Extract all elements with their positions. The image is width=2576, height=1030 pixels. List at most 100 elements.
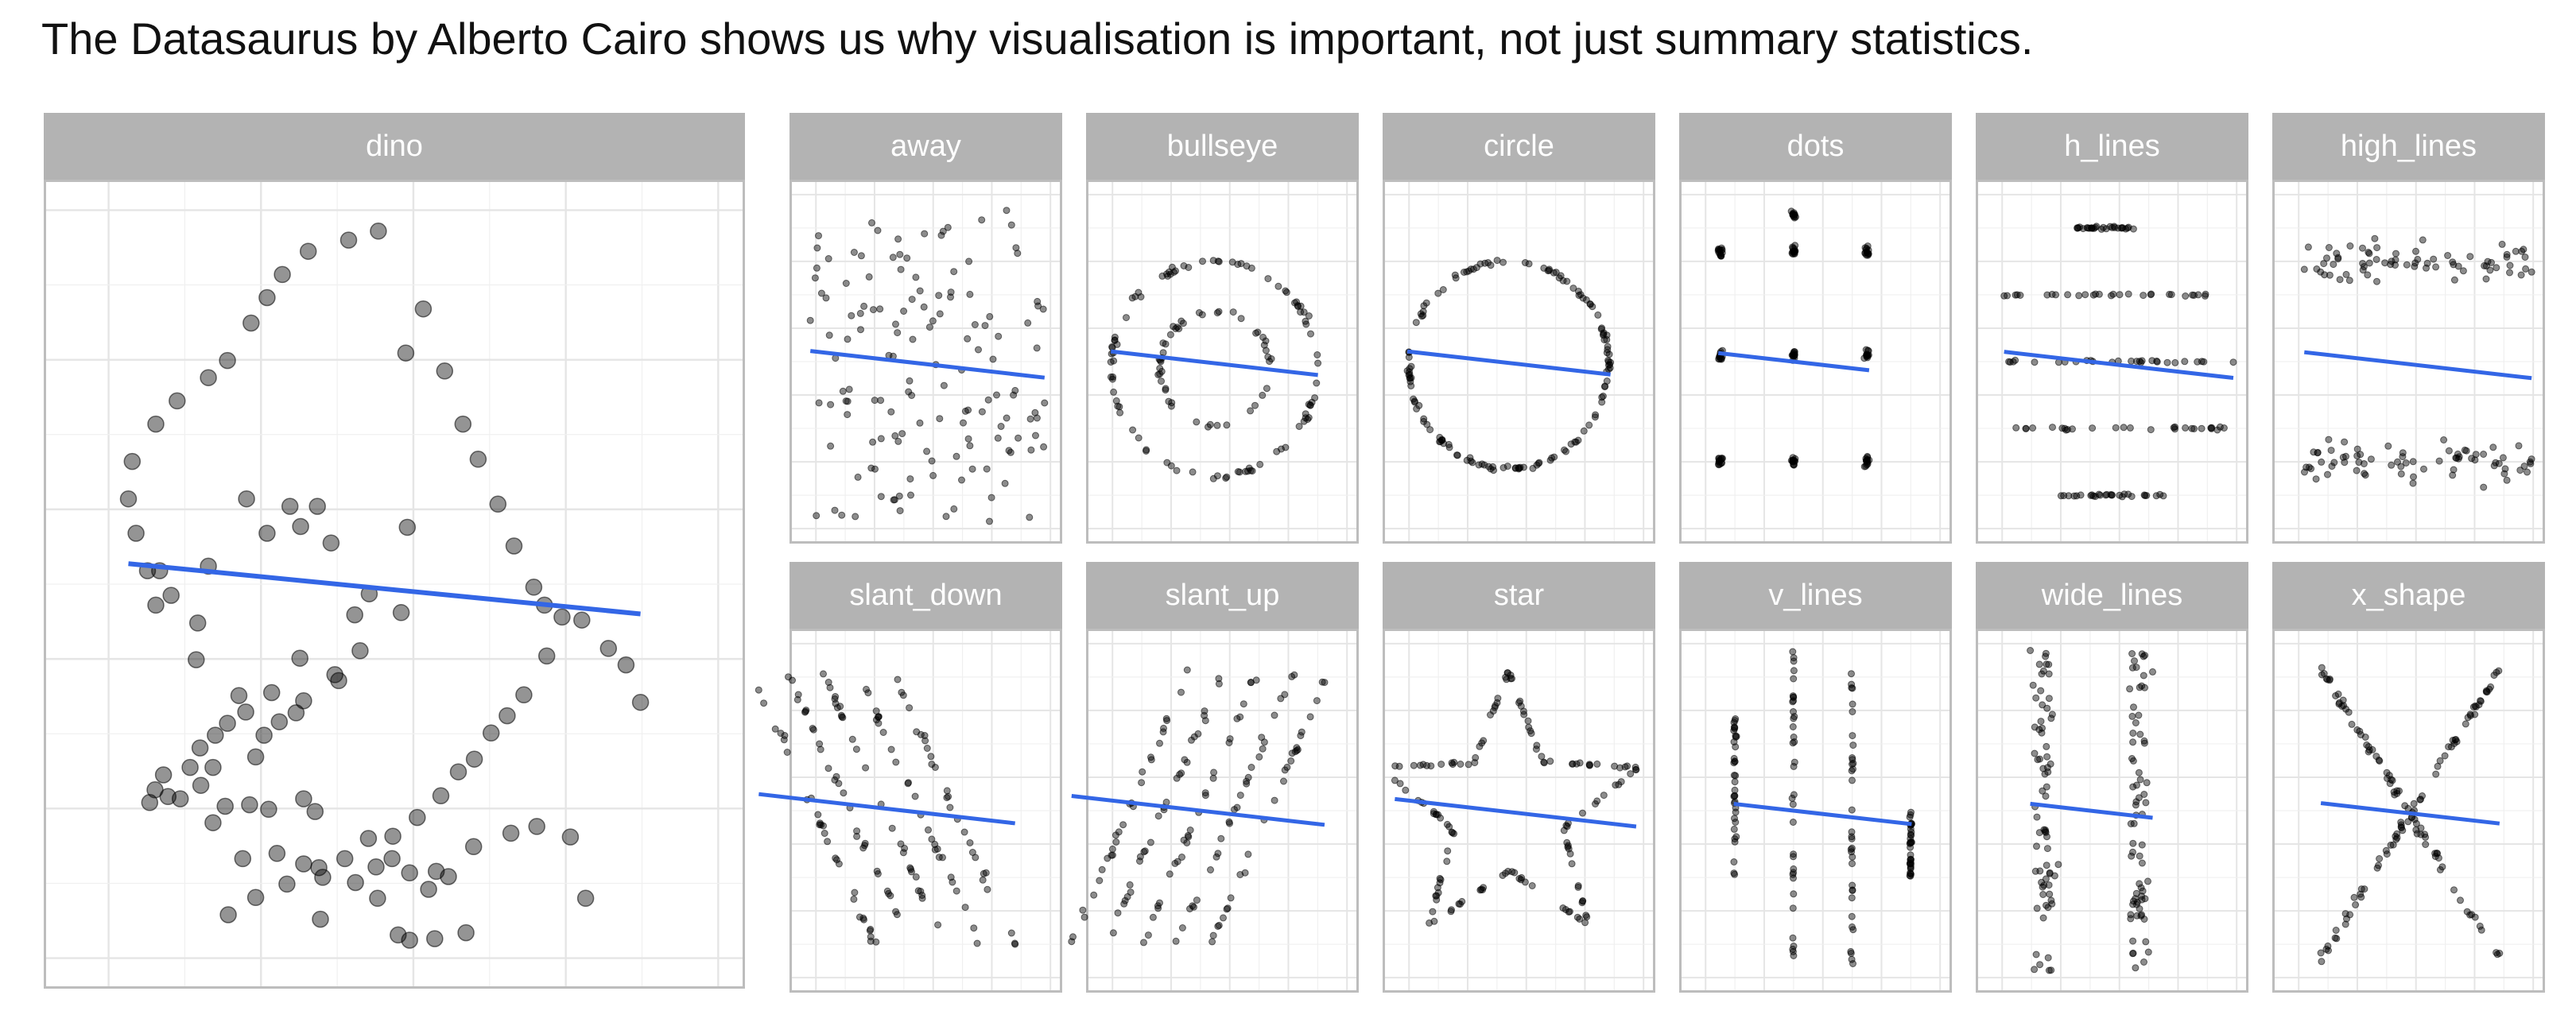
data-point bbox=[1849, 926, 1857, 934]
regression-line bbox=[2320, 801, 2500, 826]
data-point bbox=[1280, 777, 1287, 785]
data-point bbox=[2333, 250, 2341, 258]
data-point bbox=[2116, 491, 2124, 499]
data-point bbox=[2202, 290, 2209, 298]
data-point bbox=[1731, 786, 1739, 794]
data-point bbox=[1789, 800, 1797, 808]
data-point bbox=[848, 312, 855, 319]
data-point bbox=[1848, 912, 1856, 920]
data-point bbox=[2325, 436, 2333, 443]
facet-panel-circle: circle bbox=[1383, 113, 1655, 544]
data-point bbox=[943, 787, 951, 795]
data-point bbox=[2216, 423, 2224, 431]
data-point bbox=[1011, 940, 1019, 948]
data-point bbox=[824, 838, 832, 846]
data-point bbox=[1123, 314, 1130, 322]
data-point bbox=[1181, 756, 1189, 764]
regression-line bbox=[1733, 801, 1912, 827]
data-point bbox=[2397, 819, 2405, 827]
data-point bbox=[1427, 762, 1435, 770]
data-point bbox=[2143, 779, 2151, 787]
data-point bbox=[1297, 302, 1305, 310]
data-point bbox=[1574, 882, 1582, 889]
data-point bbox=[1598, 398, 1606, 406]
data-point bbox=[1436, 874, 1444, 882]
data-point bbox=[2512, 247, 2520, 255]
data-point bbox=[2036, 755, 2043, 763]
data-point bbox=[868, 219, 875, 227]
regression-line bbox=[1071, 794, 1325, 827]
data-point bbox=[2459, 267, 2467, 275]
data-point bbox=[1443, 858, 1451, 865]
data-point bbox=[1552, 269, 1560, 277]
data-point bbox=[909, 335, 917, 343]
data-point bbox=[1305, 401, 1313, 409]
data-point bbox=[997, 423, 1005, 430]
data-point bbox=[219, 351, 236, 370]
data-point bbox=[2128, 852, 2136, 860]
data-point bbox=[384, 827, 402, 845]
data-point bbox=[1080, 913, 1088, 921]
data-point bbox=[1445, 443, 1453, 451]
data-point bbox=[1789, 211, 1797, 218]
data-point bbox=[2503, 253, 2511, 261]
data-point bbox=[2432, 770, 2440, 778]
data-point bbox=[2033, 904, 2041, 912]
data-point bbox=[482, 724, 500, 742]
data-point bbox=[961, 904, 969, 912]
data-point bbox=[850, 895, 858, 903]
data-point bbox=[1906, 860, 1914, 868]
data-point bbox=[911, 792, 919, 800]
data-point bbox=[981, 322, 989, 330]
data-point bbox=[181, 758, 199, 776]
data-point bbox=[1849, 860, 1856, 868]
data-point bbox=[1849, 765, 1856, 773]
data-point bbox=[2339, 453, 2347, 461]
plot-area bbox=[1086, 180, 1359, 544]
facet-panel-h_lines: h_lines bbox=[1976, 113, 2248, 544]
data-point bbox=[2300, 265, 2308, 273]
data-point bbox=[1247, 264, 1255, 272]
data-point bbox=[2383, 769, 2391, 776]
data-point bbox=[2132, 801, 2140, 809]
data-point bbox=[1172, 937, 1180, 945]
data-point bbox=[952, 452, 960, 460]
facet-panel-wide_lines: wide_lines bbox=[1976, 562, 2248, 993]
data-point bbox=[1262, 337, 1270, 345]
data-point bbox=[2039, 667, 2047, 675]
data-point bbox=[1572, 438, 1580, 446]
data-point bbox=[2131, 657, 2138, 665]
data-point bbox=[1079, 906, 1087, 914]
data-point bbox=[2133, 781, 2140, 789]
data-point bbox=[2116, 291, 2124, 299]
facet-strip-label: circle bbox=[1383, 113, 1655, 180]
data-point bbox=[892, 320, 899, 328]
data-point bbox=[1237, 260, 1245, 268]
data-point bbox=[1492, 702, 1499, 710]
data-point bbox=[1104, 854, 1111, 862]
data-point bbox=[2477, 926, 2485, 934]
data-point bbox=[793, 695, 801, 703]
data-point bbox=[2143, 492, 2151, 499]
data-point bbox=[2042, 652, 2050, 660]
data-point bbox=[2345, 277, 2353, 285]
regression-line bbox=[2004, 350, 2234, 381]
data-point bbox=[207, 726, 224, 744]
data-point bbox=[906, 377, 914, 385]
data-point bbox=[1259, 745, 1267, 753]
data-point bbox=[2137, 884, 2145, 892]
data-point bbox=[1907, 869, 1915, 877]
data-point bbox=[1214, 850, 1222, 858]
data-point bbox=[886, 892, 894, 900]
data-point bbox=[923, 745, 931, 752]
data-point bbox=[1402, 786, 1410, 794]
data-point bbox=[2414, 255, 2422, 263]
data-point bbox=[1262, 347, 1270, 354]
data-point bbox=[1123, 893, 1131, 900]
data-point bbox=[1731, 723, 1739, 731]
data-point bbox=[1532, 745, 1540, 753]
facet-panel-slant_up: slant_up bbox=[1068, 562, 1359, 993]
data-point bbox=[1593, 760, 1601, 768]
data-point bbox=[2397, 463, 2405, 470]
